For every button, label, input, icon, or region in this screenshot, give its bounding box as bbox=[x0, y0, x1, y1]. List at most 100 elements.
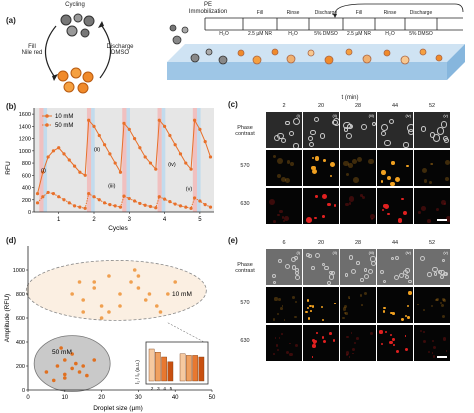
panel-e-roman-2: (iii) bbox=[368, 250, 374, 255]
panel-c-image-0-4: (v) bbox=[414, 112, 450, 148]
inset-xtick-1: 3 bbox=[157, 386, 160, 391]
scatter-point-0 bbox=[118, 292, 122, 296]
series-1-point bbox=[83, 206, 87, 210]
xtick-label-4: 5 bbox=[198, 217, 202, 223]
panel-e-time-0: 6 bbox=[282, 240, 286, 246]
cycling-label: Cycling bbox=[65, 2, 85, 8]
d-ytick-label-0: 0 bbox=[22, 388, 25, 394]
scatter-point-0 bbox=[92, 280, 97, 284]
d-xtick-label-4: 40 bbox=[172, 395, 179, 401]
series-1-point bbox=[108, 203, 112, 207]
chart-d-axes: 0 200 400 600 800 1000 0 10 20 30 40 50 bbox=[13, 246, 216, 401]
annotation-4: (v) bbox=[186, 187, 193, 193]
scatter-point-0 bbox=[173, 280, 177, 284]
series-1-point bbox=[51, 192, 56, 196]
scatter-point-1 bbox=[63, 372, 67, 377]
d-ytick-label-5: 1000 bbox=[13, 268, 25, 274]
panel-c-label: (c) bbox=[228, 100, 238, 109]
chart-d-points bbox=[44, 268, 177, 383]
panel-c-time-3: 44 bbox=[391, 103, 399, 109]
panel-e-image-2-4 bbox=[414, 325, 450, 361]
panel-e-image-1-0 bbox=[266, 287, 302, 323]
series-1-point bbox=[208, 205, 213, 209]
step-sub-3: 5% DMSO bbox=[314, 31, 338, 37]
panel-c-time-0: 2 bbox=[282, 103, 286, 109]
series-1-point bbox=[203, 203, 207, 207]
panel-c-image-2-0 bbox=[266, 188, 302, 224]
panel-e-image-1-3 bbox=[377, 287, 413, 323]
rinse-stripe-4 bbox=[197, 108, 201, 212]
group-10mm-ellipse bbox=[25, 260, 207, 321]
series-1-point bbox=[87, 192, 91, 196]
scatter-point-1 bbox=[44, 370, 49, 374]
scatter-point-1 bbox=[92, 358, 97, 362]
scatter-point-1 bbox=[85, 373, 89, 378]
panel-c-image-1-0 bbox=[266, 150, 302, 186]
scatter-point-0 bbox=[136, 274, 141, 278]
series-0-point bbox=[127, 127, 131, 132]
panel-c-image-1-3 bbox=[377, 150, 413, 186]
scatter-point-1 bbox=[63, 358, 67, 362]
d-ytick-label-1: 200 bbox=[16, 364, 25, 370]
rinse-stripe-0 bbox=[43, 108, 48, 212]
panel-c-time-title: t (min) bbox=[341, 95, 359, 101]
chart-b-legend: 10 mM 50 mM bbox=[42, 114, 73, 129]
series-0-point bbox=[87, 118, 91, 122]
panel-e-time-4: 52 bbox=[428, 240, 436, 246]
chart-b-ylabel: RFU bbox=[5, 161, 12, 175]
chart-b-xlabel: Cycles bbox=[108, 225, 128, 232]
xtick-label-2: 3 bbox=[128, 217, 132, 223]
panel-c-image-0-1: (ii) bbox=[303, 112, 339, 148]
scatter-point-1 bbox=[77, 370, 82, 374]
ytick-label-6: 1200 bbox=[19, 137, 31, 143]
ytick-label-7: 1400 bbox=[19, 124, 31, 130]
panel-e-image-2-2 bbox=[340, 325, 376, 361]
panel-c-roman-1: (ii) bbox=[332, 113, 337, 118]
series-1-point bbox=[189, 206, 193, 210]
panel-c-image-2-1 bbox=[303, 188, 339, 224]
step-sub-0: H₂O bbox=[219, 31, 229, 37]
scatter-point-0 bbox=[166, 292, 170, 296]
scatter-point-1 bbox=[74, 361, 78, 366]
panel-e-time-3: 44 bbox=[391, 240, 399, 246]
series-1-point bbox=[192, 196, 197, 200]
series-0-point bbox=[51, 149, 56, 153]
scatter-point-0 bbox=[92, 286, 97, 290]
panel-c-roman-2: (iii) bbox=[368, 113, 374, 118]
fill-stripe-4 bbox=[192, 108, 198, 212]
timeline-svg bbox=[167, 3, 465, 80]
series-0-point bbox=[157, 118, 161, 122]
fill-stripe-2 bbox=[122, 108, 127, 212]
scatter-point-0 bbox=[70, 292, 74, 296]
series-0-point bbox=[46, 155, 50, 159]
series-0-point bbox=[83, 173, 87, 177]
rinse-stripe-1 bbox=[91, 108, 95, 212]
step-sub-4: 2.5 µM NR bbox=[347, 31, 371, 37]
series-1-point bbox=[41, 195, 45, 199]
xtick-label-0: 1 bbox=[57, 217, 61, 223]
series-0-point bbox=[178, 152, 183, 156]
panel-e-roman-4: (v) bbox=[443, 250, 448, 255]
panel-e-row-label-2: 630 bbox=[240, 338, 250, 344]
scatter-point-0 bbox=[147, 292, 152, 296]
rinse-stripe-2 bbox=[126, 108, 130, 212]
panel-e-image-0-3: (iv) bbox=[377, 249, 413, 285]
series-1-point bbox=[62, 198, 66, 202]
panel-c-image-2-2 bbox=[340, 188, 376, 224]
annotation-1: (ii) bbox=[94, 147, 100, 153]
series-1-point bbox=[198, 199, 202, 203]
scatter-point-0 bbox=[132, 268, 137, 272]
panel-e-row-label-1: 570 bbox=[240, 300, 250, 306]
panel-c-row-label-0: Phase contrast bbox=[235, 125, 255, 137]
series-0-point bbox=[148, 161, 153, 165]
series-line-1 bbox=[37, 191, 211, 209]
panel-c-row-label-2: 630 bbox=[240, 201, 250, 207]
cycling-diagram: Cycling Fill Nile red Discharge DMSO bbox=[10, 0, 140, 100]
panel-c-image-0-2: (iii) bbox=[340, 112, 376, 148]
step-name-4: Fill bbox=[355, 10, 363, 16]
series-0-point bbox=[113, 161, 117, 165]
series-0-point bbox=[143, 155, 147, 159]
scatter-point-1 bbox=[70, 366, 74, 371]
panel-c-image-0-3: (iv) bbox=[377, 112, 413, 148]
